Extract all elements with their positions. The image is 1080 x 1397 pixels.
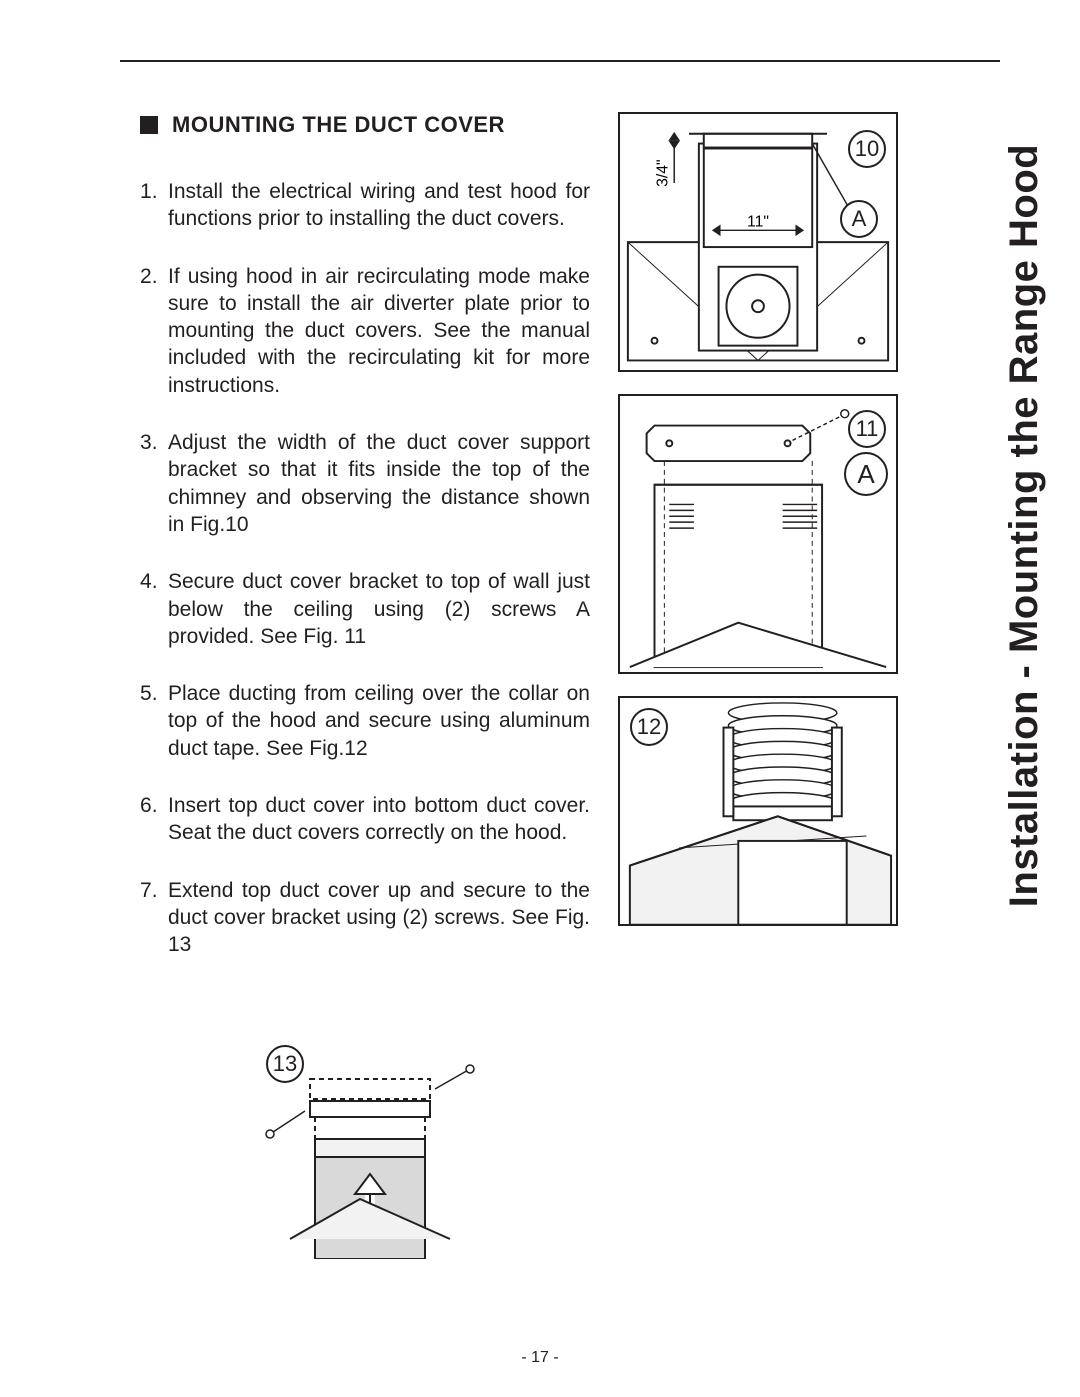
- steps-list: Install the electrical wiring and test h…: [140, 178, 590, 959]
- step-item: Place ducting from ceiling over the coll…: [140, 680, 590, 762]
- figure-badge-11: 11: [848, 410, 886, 448]
- figure-10: 10 A: [618, 112, 898, 372]
- label-a-icon: A: [844, 452, 888, 496]
- dim-3-4in: 3/4": [654, 159, 671, 187]
- step-item: Adjust the width of the duct cover suppo…: [140, 429, 590, 538]
- left-column: MOUNTING THE DUCT COVER Install the elec…: [110, 112, 590, 1264]
- figure-11: 11 A: [618, 394, 898, 674]
- right-column: 10 A: [618, 112, 898, 1264]
- label-a-icon: A: [840, 200, 878, 238]
- side-title: Installation - Mounting the Range Hood: [1000, 115, 1050, 935]
- figure-13: 13: [260, 1039, 480, 1264]
- bullet-square-icon: [140, 116, 158, 134]
- step-item: If using hood in air recirculating mode …: [140, 263, 590, 399]
- content: MOUNTING THE DUCT COVER Install the elec…: [110, 112, 1010, 1264]
- top-rule: [120, 60, 1000, 62]
- section-heading: MOUNTING THE DUCT COVER: [140, 112, 590, 138]
- step-item: Install the electrical wiring and test h…: [140, 178, 590, 233]
- page-number: - 17 -: [0, 1349, 1080, 1367]
- figure-badge-10: 10: [848, 130, 886, 168]
- figure-badge-12: 12: [630, 708, 668, 746]
- step-item: Secure duct cover bracket to top of wall…: [140, 568, 590, 650]
- side-title-text: Installation - Mounting the Range Hood: [1003, 143, 1048, 906]
- figure-12: 12: [618, 696, 898, 926]
- heading-text: MOUNTING THE DUCT COVER: [172, 112, 505, 138]
- step-item: Insert top duct cover into bottom duct c…: [140, 792, 590, 847]
- dim-11in: 11": [747, 213, 769, 230]
- figure-badge-13: 13: [266, 1045, 304, 1083]
- step-item: Extend top duct cover up and secure to t…: [140, 877, 590, 959]
